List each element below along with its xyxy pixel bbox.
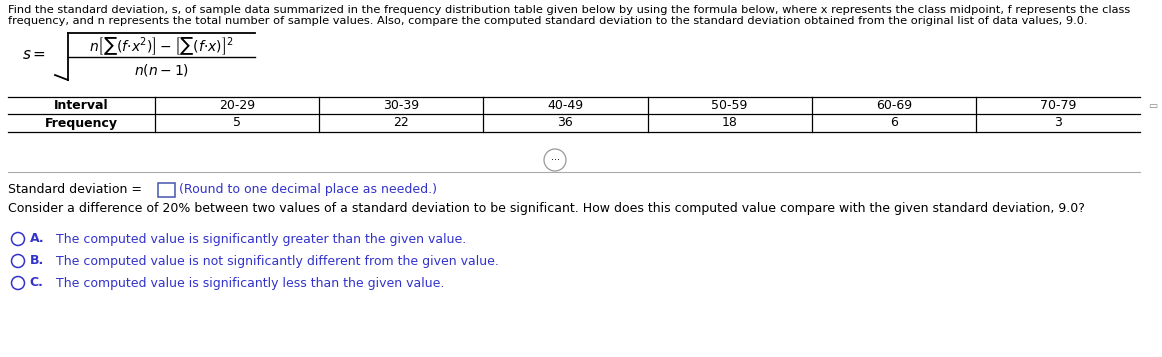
Text: C.: C. <box>29 277 43 290</box>
Text: Standard deviation =: Standard deviation = <box>8 183 142 196</box>
Text: frequency, and n represents the total number of sample values. Also, compare the: frequency, and n represents the total nu… <box>8 16 1088 26</box>
Text: 22: 22 <box>394 116 409 130</box>
Text: $n\left[\sum\left(f{\cdot}x^2\right)\right]-\left[\sum\left(f{\cdot}x\right)\rig: $n\left[\sum\left(f{\cdot}x^2\right)\rig… <box>89 35 234 57</box>
FancyBboxPatch shape <box>158 183 175 197</box>
Text: Frequency: Frequency <box>45 116 119 130</box>
Text: B.: B. <box>29 255 44 267</box>
Text: 40-49: 40-49 <box>547 99 583 112</box>
Text: $s =$: $s =$ <box>22 48 46 62</box>
Text: $n(n-1)$: $n(n-1)$ <box>134 62 189 78</box>
Text: The computed value is significantly greater than the given value.: The computed value is significantly grea… <box>48 232 466 246</box>
Text: Interval: Interval <box>55 99 109 112</box>
Text: 50-59: 50-59 <box>711 99 748 112</box>
Text: A.: A. <box>29 232 44 246</box>
Text: 36: 36 <box>558 116 573 130</box>
Text: 6: 6 <box>890 116 898 130</box>
Text: 5: 5 <box>234 116 241 130</box>
Text: 60-69: 60-69 <box>876 99 912 112</box>
Text: The computed value is significantly less than the given value.: The computed value is significantly less… <box>48 277 444 290</box>
Text: 20-29: 20-29 <box>218 99 256 112</box>
Text: 18: 18 <box>722 116 738 130</box>
Text: (Round to one decimal place as needed.): (Round to one decimal place as needed.) <box>179 183 437 196</box>
Text: Find the standard deviation, s, of sample data summarized in the frequency distr: Find the standard deviation, s, of sampl… <box>8 5 1131 15</box>
Text: 70-79: 70-79 <box>1040 99 1076 112</box>
Text: 30-39: 30-39 <box>383 99 419 112</box>
Text: ▭: ▭ <box>1148 101 1157 111</box>
Text: 3: 3 <box>1054 116 1062 130</box>
Text: ···: ··· <box>551 155 559 165</box>
Text: The computed value is not significantly different from the given value.: The computed value is not significantly … <box>48 255 498 267</box>
Text: Consider a difference of 20% between two values of a standard deviation to be si: Consider a difference of 20% between two… <box>8 202 1085 215</box>
